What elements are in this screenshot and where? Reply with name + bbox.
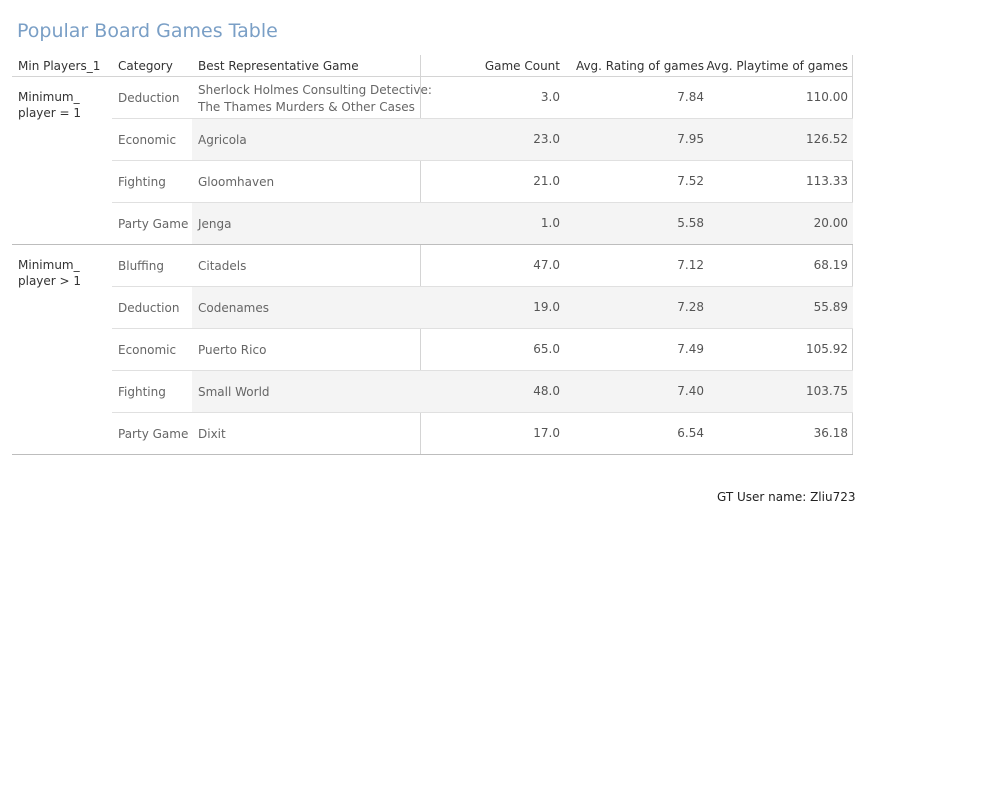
game-cell: Agricola	[198, 133, 247, 147]
playtime-cell: 126.52	[806, 132, 848, 146]
row-bg	[192, 161, 853, 202]
rating-cell: 7.28	[677, 300, 704, 314]
header-avg-playtime[interactable]: Avg. Playtime of games	[706, 59, 848, 73]
count-cell: 47.0	[533, 258, 560, 272]
game-cell: Puerto Rico	[198, 343, 267, 357]
category-cell: Bluffing	[118, 259, 164, 273]
group-label[interactable]: Minimum_ player = 1	[18, 90, 82, 120]
table-row[interactable]: Deduction Sherlock Holmes Consulting Det…	[112, 77, 853, 119]
rating-cell: 7.49	[677, 342, 704, 356]
category-cell: Economic	[118, 133, 177, 147]
rating-cell: 7.12	[677, 258, 704, 272]
playtime-cell: 105.92	[806, 342, 848, 356]
category-cell: Fighting	[118, 385, 166, 399]
table-row[interactable]: Party Game Dixit 17.0 6.54 36.18	[112, 413, 853, 454]
playtime-cell: 36.18	[813, 426, 848, 440]
count-cell: 1.0	[540, 216, 560, 230]
table-right-border	[852, 55, 853, 455]
rating-cell: 6.54	[677, 426, 704, 440]
group-min-player-gt-1: Minimum_ player > 1 Bluffing Citadels 47…	[12, 245, 853, 455]
table-header: Min Players_1 Category Best Representati…	[12, 55, 853, 77]
group-min-player-1: Minimum_ player = 1 Deduction Sherlock H…	[12, 77, 853, 245]
header-category[interactable]: Category	[118, 59, 173, 73]
table-row[interactable]: Economic Agricola 23.0 7.95 126.52	[112, 119, 853, 161]
group-label[interactable]: Minimum_ player > 1	[18, 258, 82, 288]
playtime-cell: 110.00	[806, 90, 848, 104]
rating-cell: 7.52	[677, 174, 704, 188]
rating-cell: 7.40	[677, 384, 704, 398]
game-cell: Codenames	[198, 301, 270, 315]
row-bg	[192, 119, 853, 160]
page-title: Popular Board Games Table	[17, 20, 278, 42]
board-games-table: Min Players_1 Category Best Representati…	[12, 55, 853, 455]
game-line-1: Sherlock Holmes Consulting Detective:	[198, 83, 432, 97]
table-row[interactable]: Deduction Codenames 19.0 7.28 55.89	[112, 287, 853, 329]
playtime-cell: 103.75	[806, 384, 848, 398]
header-min-players[interactable]: Min Players_1	[18, 59, 101, 73]
row-bg	[192, 371, 853, 412]
table-row[interactable]: Party Game Jenga 1.0 5.58 20.00	[112, 203, 853, 244]
row-bg	[192, 413, 853, 454]
category-cell: Deduction	[118, 91, 180, 105]
count-cell: 23.0	[533, 132, 560, 146]
category-cell: Party Game	[118, 427, 189, 441]
rating-cell: 7.95	[677, 132, 704, 146]
header-avg-rating[interactable]: Avg. Rating of games	[575, 59, 704, 73]
row-bg	[192, 245, 853, 286]
playtime-cell: 113.33	[806, 174, 848, 188]
game-cell: Gloomhaven	[198, 175, 275, 189]
game-cell: Small World	[198, 385, 270, 399]
user-name-caption: GT User name: Zliu723	[717, 490, 856, 504]
column-divider	[420, 55, 421, 455]
playtime-cell: 68.19	[813, 258, 848, 272]
count-cell: 17.0	[533, 426, 560, 440]
table-row[interactable]: Bluffing Citadels 47.0 7.12 68.19	[112, 245, 853, 287]
game-cell: Jenga	[198, 217, 232, 231]
category-cell: Fighting	[118, 175, 166, 189]
game-cell: Sherlock Holmes Consulting Detective: The…	[198, 82, 432, 116]
playtime-cell: 20.00	[813, 216, 848, 230]
table-row[interactable]: Fighting Small World 48.0 7.40 103.75	[112, 371, 853, 413]
category-cell: Deduction	[118, 301, 180, 315]
game-cell: Citadels	[198, 259, 247, 273]
header-game[interactable]: Best Representative Game	[198, 59, 359, 73]
game-line-2: The Thames Murders & Other Cases	[198, 100, 415, 114]
table-row[interactable]: Economic Puerto Rico 65.0 7.49 105.92	[112, 329, 853, 371]
row-bg	[192, 203, 853, 244]
rating-cell: 7.84	[677, 90, 704, 104]
count-cell: 19.0	[533, 300, 560, 314]
playtime-cell: 55.89	[813, 300, 848, 314]
row-bg	[192, 287, 853, 328]
category-cell: Economic	[118, 343, 177, 357]
header-game-count[interactable]: Game Count	[484, 59, 560, 73]
game-cell: Dixit	[198, 427, 226, 441]
row-bg	[192, 329, 853, 370]
table-row[interactable]: Fighting Gloomhaven 21.0 7.52 113.33	[112, 161, 853, 203]
count-cell: 3.0	[540, 90, 560, 104]
count-cell: 48.0	[533, 384, 560, 398]
count-cell: 21.0	[533, 174, 560, 188]
count-cell: 65.0	[533, 342, 560, 356]
rating-cell: 5.58	[677, 216, 704, 230]
category-cell: Party Game	[118, 217, 189, 231]
